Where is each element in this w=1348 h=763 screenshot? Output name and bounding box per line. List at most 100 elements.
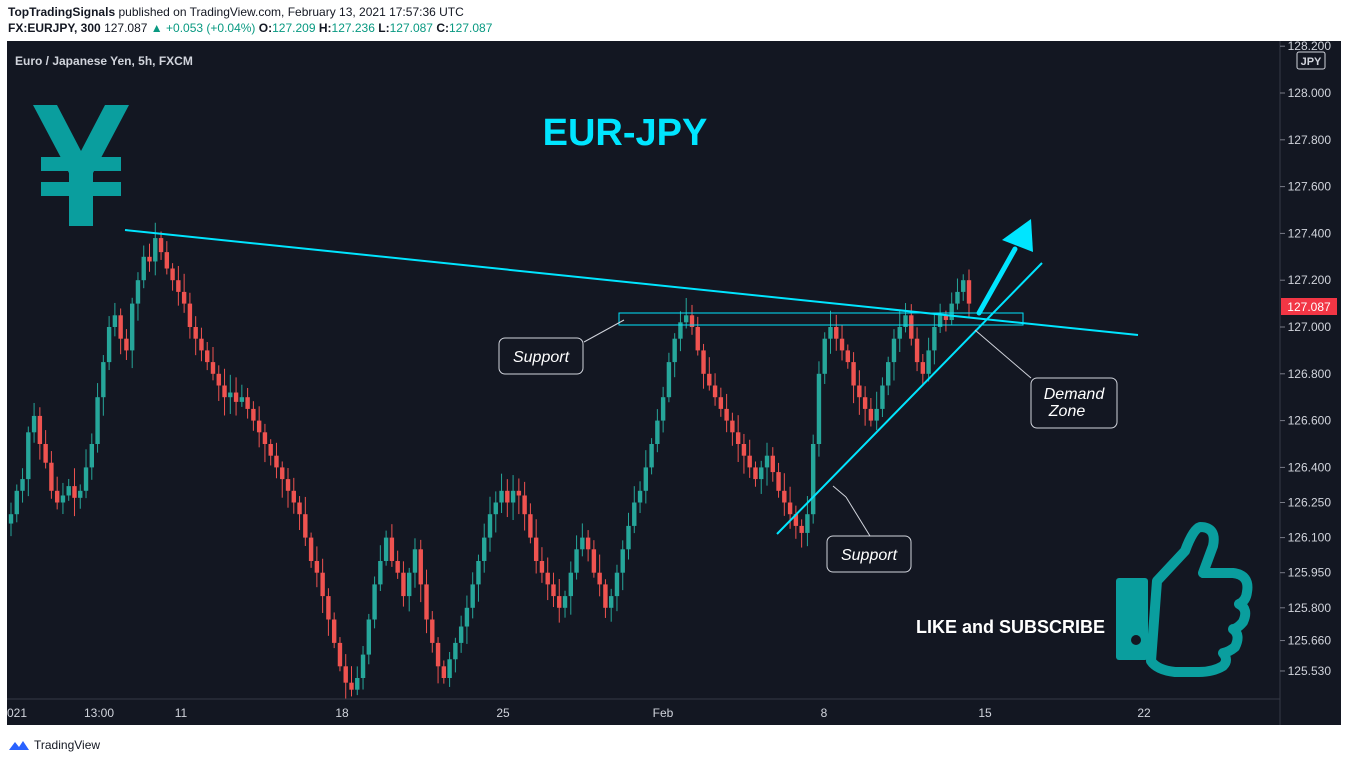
candle-body[interactable] (464, 607, 470, 627)
candle-body[interactable] (49, 462, 54, 491)
candle-body[interactable] (355, 678, 360, 690)
candle-body[interactable] (256, 420, 262, 433)
candle-body[interactable] (153, 238, 158, 262)
candle-body[interactable] (620, 549, 625, 573)
candle-body[interactable] (810, 444, 816, 515)
candle-body[interactable] (83, 467, 89, 491)
candle-body[interactable] (909, 315, 914, 339)
candle-body[interactable] (199, 338, 204, 351)
ascending-support-line[interactable] (776, 262, 1043, 535)
candle-body[interactable] (851, 362, 856, 386)
candle-body[interactable] (176, 280, 181, 292)
candle-body[interactable] (274, 455, 279, 468)
candle-body[interactable] (320, 572, 325, 597)
candle-body[interactable] (597, 572, 602, 585)
candle-body[interactable] (874, 408, 879, 421)
candle-body[interactable] (216, 373, 221, 386)
candle-body[interactable] (614, 572, 620, 597)
candle-body[interactable] (20, 479, 25, 491)
candle-body[interactable] (383, 537, 389, 561)
candle-body[interactable] (291, 490, 296, 503)
support-zone-box[interactable] (618, 312, 1024, 326)
candle-body[interactable] (672, 338, 677, 363)
candle-body[interactable] (280, 467, 285, 480)
candle-body[interactable] (326, 596, 331, 620)
candle-body[interactable] (297, 502, 302, 515)
candle-body[interactable] (660, 397, 666, 421)
candle-body[interactable] (955, 291, 960, 304)
candle-body[interactable] (118, 315, 123, 339)
author-name[interactable]: TopTradingSignals (8, 5, 116, 19)
resistance-trendline[interactable] (124, 229, 1139, 336)
candle-body[interactable] (793, 514, 799, 526)
candle-body[interactable] (753, 467, 758, 480)
candle-body[interactable] (170, 268, 175, 281)
candle-body[interactable] (949, 303, 954, 320)
candle-body[interactable] (239, 397, 245, 402)
candle-body[interactable] (799, 525, 804, 533)
candle-body[interactable] (626, 525, 631, 550)
candle-body[interactable] (735, 432, 741, 444)
candle-body[interactable] (868, 408, 874, 421)
candle-body[interactable] (412, 549, 418, 573)
candle-body[interactable] (545, 572, 550, 585)
candle-body[interactable] (372, 584, 377, 620)
candle-body[interactable] (262, 432, 268, 444)
candle-body[interactable] (632, 502, 637, 526)
candle-body[interactable] (782, 490, 787, 503)
candle-body[interactable] (557, 596, 562, 608)
candle-body[interactable] (730, 420, 735, 433)
candle-body[interactable] (210, 362, 216, 374)
candle-body[interactable] (101, 362, 106, 398)
candle-body[interactable] (37, 415, 43, 444)
candle-body[interactable] (516, 490, 522, 496)
candle-body[interactable] (920, 362, 926, 374)
candle-body[interactable] (551, 584, 556, 597)
candle-body[interactable] (822, 338, 827, 374)
candle-body[interactable] (245, 397, 250, 409)
candle-body[interactable] (510, 490, 516, 503)
candle-body[interactable] (926, 350, 931, 374)
candle-body[interactable] (251, 408, 256, 421)
price-chart[interactable]: 128.200 128.000 127.800 127.600 127.400 127.2… (7, 41, 1341, 725)
candle-body[interactable] (897, 327, 902, 339)
candle-body[interactable] (776, 472, 781, 491)
candle-body[interactable] (828, 327, 833, 339)
candle-body[interactable] (834, 327, 839, 339)
candle-body[interactable] (337, 642, 343, 667)
candle-body[interactable] (787, 502, 793, 515)
candle-body[interactable] (331, 619, 337, 643)
candle-body[interactable] (43, 444, 48, 463)
candle-body[interactable] (637, 490, 643, 503)
demand-zone-callout[interactable]: Demand Zone (974, 329, 1118, 429)
candle-body[interactable] (26, 432, 31, 480)
candle-body[interactable] (966, 280, 972, 304)
candle-body[interactable] (395, 561, 400, 573)
candle-body[interactable] (562, 596, 568, 608)
candle-body[interactable] (378, 561, 383, 585)
candle-body[interactable] (770, 455, 775, 473)
candle-body[interactable] (314, 561, 320, 573)
candle-body[interactable] (568, 572, 573, 597)
candle-body[interactable] (181, 291, 187, 304)
candle-body[interactable] (401, 572, 406, 597)
support-bottom-callout[interactable]: Support (826, 485, 912, 573)
candle-body[interactable] (880, 385, 885, 409)
candle-body[interactable] (72, 486, 77, 498)
candle-body[interactable] (839, 338, 845, 351)
candle-body[interactable] (961, 280, 966, 292)
candle-body[interactable] (499, 490, 504, 503)
candle-body[interactable] (228, 392, 233, 398)
candle-body[interactable] (903, 315, 908, 327)
candle-body[interactable] (31, 415, 37, 433)
candle-body[interactable] (89, 444, 94, 468)
candle-body[interactable] (816, 373, 822, 444)
candle-body[interactable] (233, 392, 239, 402)
candle-body[interactable] (857, 385, 862, 398)
candle-body[interactable] (533, 537, 539, 561)
candle-body[interactable] (112, 315, 118, 327)
candle-body[interactable] (914, 338, 920, 363)
candle-body[interactable] (453, 642, 458, 660)
candle-body[interactable] (655, 420, 660, 444)
candle-body[interactable] (862, 397, 868, 409)
